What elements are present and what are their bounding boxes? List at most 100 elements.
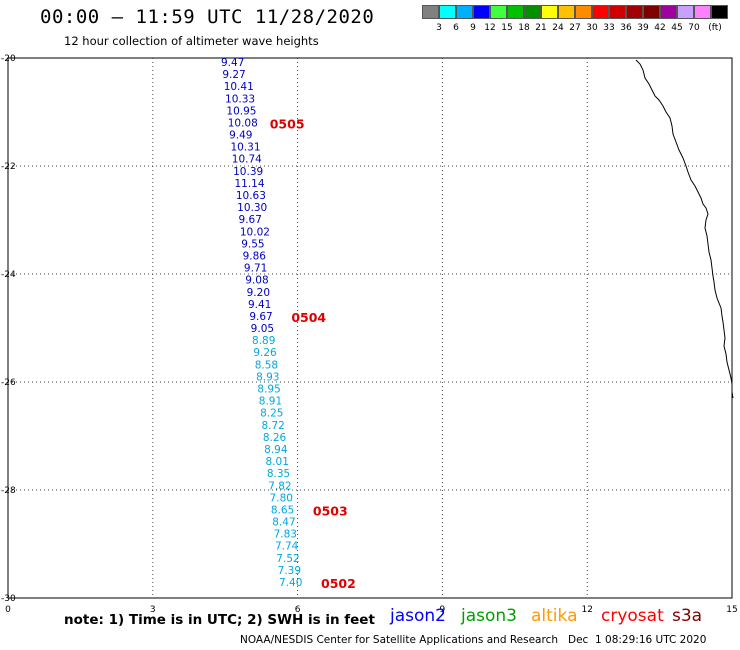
wave-height-value: 10.41 [224, 81, 254, 93]
satellite-legend-jason3: jason3 [461, 606, 517, 626]
x-tick-label: 3 [150, 605, 156, 615]
map-frame [7, 57, 733, 599]
coastline [635, 59, 734, 399]
wave-height-value: 10.08 [228, 117, 258, 129]
wave-height-value: 9.41 [248, 299, 271, 311]
wave-height-value: 7.40 [279, 577, 302, 589]
wave-height-value: 8.47 [272, 517, 295, 529]
colorbar-label: 21 [535, 23, 547, 33]
colorbar-swatch [558, 5, 575, 19]
wave-height-value: 8.94 [264, 444, 288, 456]
wave-height-value: 9.67 [239, 214, 262, 226]
wave-height-value: 9.55 [241, 238, 264, 250]
colorbar-swatch [592, 5, 609, 19]
y-tick-label: -28 [1, 486, 16, 496]
wave-height-value: 8.01 [266, 456, 289, 468]
colorbar-swatch [626, 5, 643, 19]
colorbar-swatch [541, 5, 558, 19]
wave-height-value: 9.49 [229, 130, 252, 142]
colorbar-swatch [711, 5, 728, 19]
y-tick-label: -24 [1, 270, 16, 280]
colorbar-label: 33 [603, 23, 615, 33]
wave-height-value: 9.86 [243, 250, 267, 262]
wave-height-value: 8.26 [263, 432, 287, 444]
colorbar-swatch [456, 5, 473, 19]
colorbar-swatch [694, 5, 711, 19]
wave-height-value: 10.02 [240, 226, 270, 238]
x-tick-label: 6 [295, 605, 301, 615]
wave-height-value: 8.93 [256, 371, 279, 383]
wave-height-value: 7.52 [276, 553, 299, 565]
colorbar-swatch [490, 5, 507, 19]
colorbar-swatch [575, 5, 592, 19]
x-tick-label: 12 [581, 605, 592, 615]
footer-credit: NOAA/NESDIS Center for Satellite Applica… [240, 634, 707, 646]
wave-height-value: 8.89 [252, 335, 275, 347]
wave-height-value: 8.95 [257, 384, 280, 396]
track-time-label: 0505 [270, 116, 305, 131]
colorbar-swatch [643, 5, 660, 19]
colorbar-swatch [609, 5, 626, 19]
wave-height-value: 7.74 [275, 541, 299, 553]
wave-height-value: 8.72 [261, 420, 284, 432]
colorbar-unit: (ft) [708, 23, 722, 33]
satellite-legend-jason2: jason2 [390, 606, 446, 626]
wave-height-value: 10.30 [237, 202, 267, 214]
satellite-legend-cryosat: cryosat [601, 606, 664, 626]
wave-height-value: 8.35 [267, 468, 290, 480]
wave-height-value: 8.25 [260, 408, 283, 420]
colorbar-swatch [524, 5, 541, 19]
colorbar-label: 9 [470, 23, 476, 33]
colorbar-label: 18 [518, 23, 530, 33]
wave-height-value: 8.91 [259, 396, 282, 408]
wave-height-value: 9.27 [222, 69, 245, 81]
colorbar-swatch [660, 5, 677, 19]
wave-height-value: 9.08 [245, 275, 268, 287]
colorbar-label: 15 [501, 23, 513, 33]
colorbar-label: 30 [586, 23, 598, 33]
footer-note: note: 1) Time is in UTC; 2) SWH is in fe… [64, 612, 375, 628]
y-tick-label: -30 [1, 594, 16, 604]
wave-height-value: 9.26 [253, 347, 277, 359]
wave-height-value: 7.80 [270, 492, 293, 504]
colorbar-label: 70 [688, 23, 700, 33]
colorbar-swatch [439, 5, 456, 19]
colorbar-label: 6 [453, 23, 459, 33]
wave-height-value: 10.74 [232, 154, 262, 166]
colorbar-swatch [677, 5, 694, 19]
colorbar-swatch [473, 5, 490, 19]
y-tick-label: -26 [1, 378, 16, 388]
colorbar-label: 39 [637, 23, 649, 33]
colorbar-label: 3 [436, 23, 442, 33]
track-time-label: 0504 [291, 310, 326, 325]
wave-height-value: 10.39 [233, 166, 263, 178]
wave-height-value: 11.14 [234, 178, 264, 190]
wave-height-value: 9.67 [249, 311, 272, 323]
track-time-label: 0503 [313, 503, 348, 518]
colorbar-label: 42 [654, 23, 666, 33]
colorbar-label: 36 [620, 23, 632, 33]
colorbar-label: 27 [569, 23, 581, 33]
wave-height-value: 10.31 [230, 142, 260, 154]
x-tick-label: 9 [440, 605, 446, 615]
wave-height-value: 9.47 [221, 57, 244, 69]
wave-height-value: 9.05 [251, 323, 274, 335]
wave-height-value: 8.58 [255, 359, 278, 371]
wave-height-value: 9.71 [244, 263, 267, 275]
track-time-label: 0502 [321, 576, 356, 591]
wave-height-value: 8.65 [271, 504, 294, 516]
wave-height-value: 7.39 [278, 565, 301, 577]
wave-height-value: 7.82 [268, 480, 291, 492]
satellite-legend-altika: altika [531, 606, 578, 626]
wave-height-value: 10.63 [236, 190, 266, 202]
colorbar-label: 24 [552, 23, 564, 33]
wave-height-value: 9.20 [247, 287, 270, 299]
wave-height-value: 10.95 [226, 105, 256, 117]
colorbar-swatch [422, 5, 439, 19]
wave-height-value: 7.83 [274, 529, 297, 541]
colorbar-label: 45 [671, 23, 683, 33]
colorbar-swatch [507, 5, 524, 19]
page-subtitle: 12 hour collection of altimeter wave hei… [64, 34, 319, 48]
x-tick-label: 0 [5, 605, 11, 615]
